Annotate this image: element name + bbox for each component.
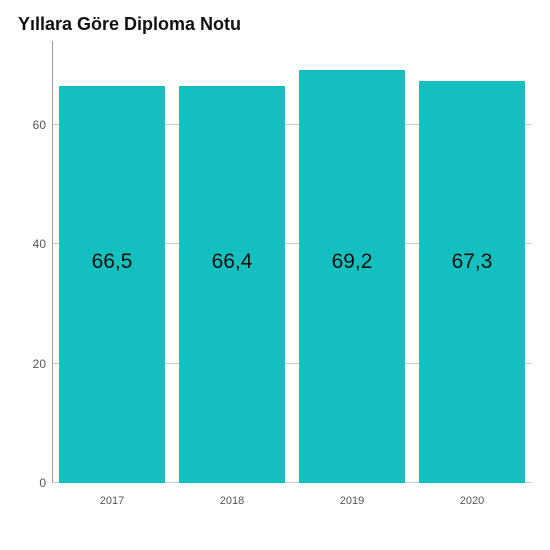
chart-title: Yıllara Göre Diploma Notu — [18, 14, 532, 35]
bar-value-label: 66,4 — [172, 250, 292, 274]
y-tick-label: 20 — [33, 357, 46, 371]
x-axis: 2017201820192020 — [52, 487, 532, 511]
y-tick-label: 0 — [39, 476, 46, 490]
x-tick-label: 2017 — [52, 495, 172, 507]
bar — [299, 70, 405, 483]
bar-slot: 66,4 — [172, 41, 292, 483]
x-tick-label: 2020 — [412, 495, 532, 507]
x-tick-label: 2018 — [172, 495, 292, 507]
bar — [179, 86, 285, 483]
bar — [419, 81, 525, 483]
y-tick-label: 40 — [33, 237, 46, 251]
chart-container: Yıllara Göre Diploma Notu 0 20 40 60 66,566… — [0, 0, 550, 550]
bar-slot: 66,5 — [52, 41, 172, 483]
x-tick-label: 2019 — [292, 495, 412, 507]
bar-slot: 69,2 — [292, 41, 412, 483]
y-tick-label: 60 — [33, 118, 46, 132]
bars-region: 66,566,469,267,3 — [52, 41, 532, 483]
plot-area: 0 20 40 60 66,566,469,267,3 201720182019202… — [18, 41, 532, 511]
bar-value-label: 66,5 — [52, 250, 172, 274]
bar-value-label: 69,2 — [292, 250, 412, 274]
bar-value-label: 67,3 — [412, 250, 532, 274]
bar — [59, 86, 165, 483]
bar-slot: 67,3 — [412, 41, 532, 483]
y-axis: 0204060 — [18, 41, 52, 483]
